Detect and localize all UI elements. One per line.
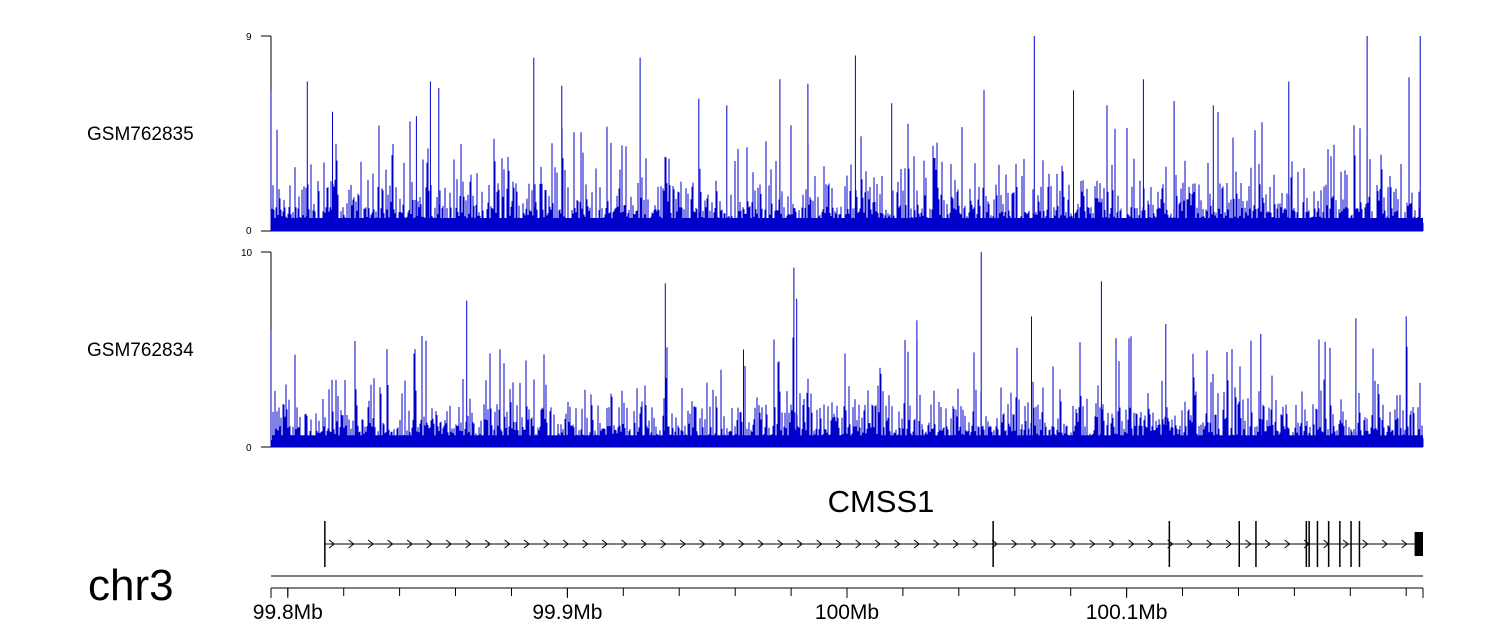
strand-arrow xyxy=(1108,539,1115,549)
strand-arrow xyxy=(1362,539,1369,549)
strand-arrow xyxy=(1401,539,1408,549)
strand-arrow xyxy=(504,539,511,549)
axis-tick-label: 100.1Mb xyxy=(1086,601,1168,624)
strand-arrow xyxy=(1264,539,1271,549)
gene-exon xyxy=(1168,521,1171,567)
strand-arrow xyxy=(523,539,530,549)
gene-exon xyxy=(1308,521,1310,567)
coverage-base-track-1 xyxy=(272,218,1423,231)
genome-axis: 99.8Mb 99.9Mb 100Mb 100.1Mb xyxy=(253,575,1424,624)
gene-exon xyxy=(992,521,994,567)
strand-arrow xyxy=(816,539,823,549)
gene-exon xyxy=(1238,521,1240,567)
track-gsm762835: GSM762835 9 0 xyxy=(87,32,1424,237)
strand-arrow xyxy=(1050,539,1057,549)
gene-track: CMSS1 xyxy=(324,484,1423,567)
strand-arrow xyxy=(601,539,608,549)
gene-exon xyxy=(1316,521,1319,567)
strand-arrow xyxy=(640,539,647,549)
strand-arrow xyxy=(582,539,589,549)
gene-exon xyxy=(324,521,326,567)
track-1-name: GSM762835 xyxy=(87,124,194,145)
strand-arrow xyxy=(874,539,881,549)
strand-arrow xyxy=(718,539,725,549)
gene-exon xyxy=(1327,521,1330,567)
strand-arrow xyxy=(757,539,764,549)
track-1-y-min-label: 0 xyxy=(246,226,252,237)
axis-tick-label: 99.9Mb xyxy=(532,601,602,624)
coverage-base-track-2 xyxy=(272,435,1423,447)
gene-name-label: CMSS1 xyxy=(828,484,935,519)
coverage-bars-track-1 xyxy=(271,111,1424,231)
strand-arrow xyxy=(796,539,803,549)
strand-arrow xyxy=(1206,539,1213,549)
genome-axis-ticks: 99.8Mb 99.9Mb 100Mb 100.1Mb xyxy=(253,588,1424,624)
strand-arrow xyxy=(699,539,706,549)
strand-arrow xyxy=(1381,539,1388,549)
strand-arrow xyxy=(777,539,784,549)
strand-arrow xyxy=(660,539,667,549)
track-1-y-max-label: 9 xyxy=(246,32,252,43)
strand-arrow xyxy=(1030,539,1037,549)
strand-arrow xyxy=(367,539,374,549)
strand-arrow xyxy=(1069,539,1076,549)
strand-arrow xyxy=(445,539,452,549)
strand-arrow xyxy=(835,539,842,549)
strand-arrow xyxy=(328,539,335,549)
axis-tick-label: 100Mb xyxy=(815,601,879,624)
gene-exon xyxy=(1339,521,1341,567)
strand-arrow xyxy=(1245,539,1252,549)
strand-arrow xyxy=(894,539,901,549)
gene-exon xyxy=(1414,532,1423,556)
strand-arrow xyxy=(1147,539,1154,549)
strand-arrow xyxy=(972,539,979,549)
track-2-y-max-label: 10 xyxy=(241,248,253,259)
axis-tick-label: 99.8Mb xyxy=(253,601,323,624)
strand-arrow xyxy=(933,539,940,549)
track-gsm762834: GSM762834 10 0 xyxy=(87,248,1424,454)
coverage-bars-track-2 xyxy=(271,336,1424,447)
track-2-y-min-label: 0 xyxy=(246,443,252,454)
track-2-signal xyxy=(270,252,1424,448)
strand-arrow xyxy=(484,539,491,549)
track-1-signal xyxy=(270,36,1424,232)
strand-arrow xyxy=(406,539,413,549)
strand-arrow xyxy=(679,539,686,549)
gene-exon xyxy=(1255,521,1257,567)
strand-arrow xyxy=(738,539,745,549)
strand-arrow xyxy=(562,539,569,549)
gene-exon xyxy=(1350,521,1352,567)
gene-exon xyxy=(1358,521,1361,567)
strand-arrow xyxy=(543,539,550,549)
chromosome-label: chr3 xyxy=(88,561,174,610)
strand-arrow xyxy=(1128,539,1135,549)
strand-arrow xyxy=(465,539,472,549)
strand-arrow xyxy=(1186,539,1193,549)
strand-arrow xyxy=(621,539,628,549)
gene-exon xyxy=(1305,521,1308,567)
strand-arrow xyxy=(426,539,433,549)
track-2-name: GSM762834 xyxy=(87,340,194,361)
strand-arrow xyxy=(1011,539,1018,549)
strand-arrow xyxy=(348,539,355,549)
strand-arrow xyxy=(913,539,920,549)
strand-arrow xyxy=(952,539,959,549)
strand-arrow xyxy=(1225,539,1232,549)
strand-arrow xyxy=(1284,539,1291,549)
strand-arrow xyxy=(387,539,394,549)
strand-arrow xyxy=(1089,539,1096,549)
gene-model-cmss1 xyxy=(324,521,1423,567)
strand-arrow xyxy=(1342,539,1349,549)
strand-arrow xyxy=(855,539,862,549)
